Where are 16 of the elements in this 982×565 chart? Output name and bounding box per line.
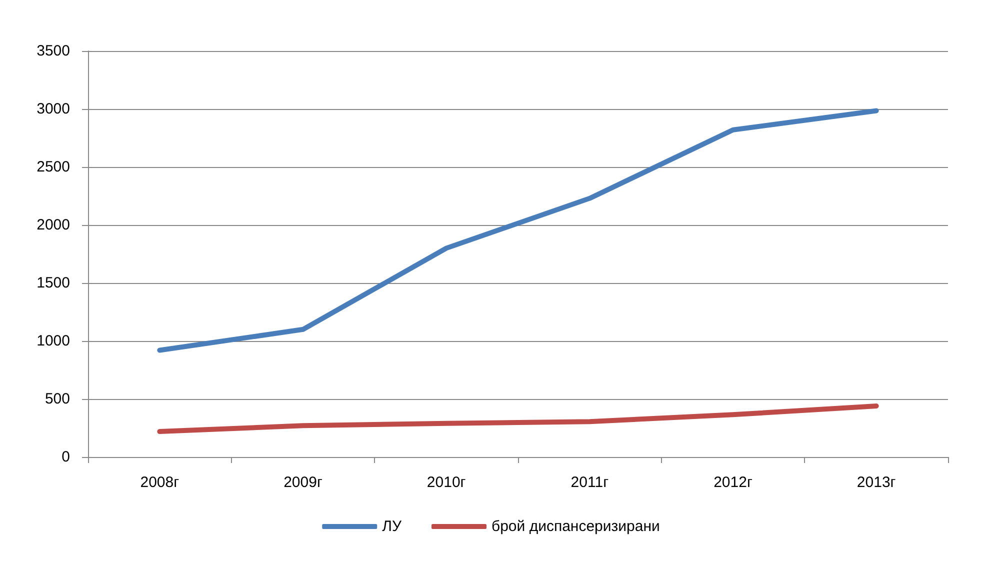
y-tick-label: 2500 [36, 158, 70, 176]
x-tick-label: 2009г [284, 474, 323, 491]
x-tick-label: 2008г [140, 474, 180, 491]
y-tick-label: 3000 [36, 100, 70, 118]
x-tick-label: 2011г [570, 474, 610, 491]
y-tick-label: 3500 [36, 42, 70, 60]
y-tick-label: 2000 [36, 216, 70, 234]
legend-label: брой диспансеризирани [492, 518, 660, 535]
legend-label: ЛУ [382, 518, 402, 535]
x-tick-label: 2012г [714, 474, 753, 491]
y-tick-label: 1500 [36, 274, 70, 292]
x-tick-label: 2010г [426, 474, 466, 491]
y-tick-label: 0 [62, 448, 70, 466]
y-tick-label: 500 [44, 390, 70, 408]
x-tick-label: 2013г [856, 474, 896, 491]
y-tick-label: 1000 [36, 332, 70, 350]
